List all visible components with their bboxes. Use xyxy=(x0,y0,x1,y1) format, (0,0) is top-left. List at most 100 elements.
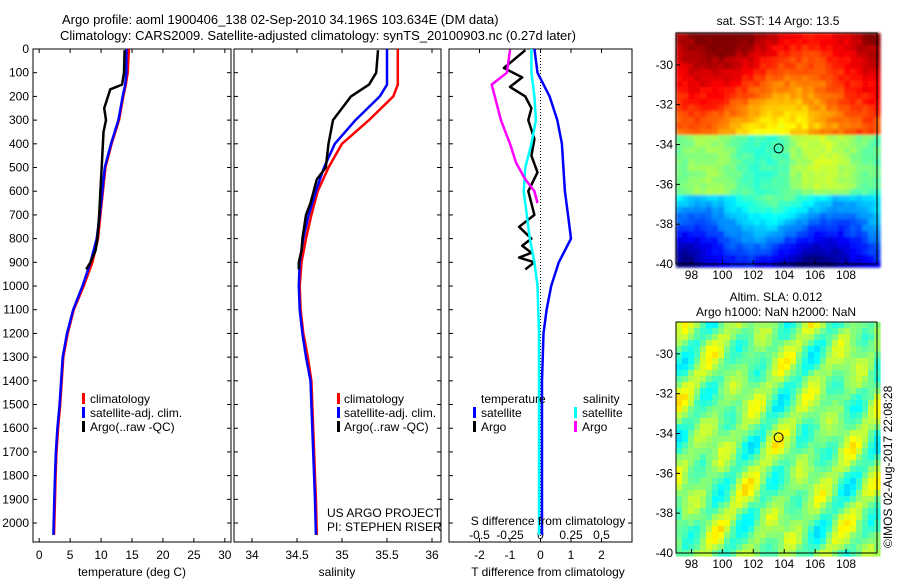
sla-cell xyxy=(736,418,743,425)
sla-cell xyxy=(772,478,779,485)
sst-cell xyxy=(682,93,689,100)
sla-cell xyxy=(676,400,683,407)
sla-cell xyxy=(676,514,683,521)
sla-cell xyxy=(820,520,827,527)
sla-cell xyxy=(802,448,809,455)
sst-cell xyxy=(856,87,863,94)
sst-cell xyxy=(790,63,797,70)
sla-cell xyxy=(802,472,809,479)
sla-cell xyxy=(682,424,689,431)
sst-cell xyxy=(742,105,749,112)
sst-cell xyxy=(724,69,731,76)
sst-cell xyxy=(760,195,767,202)
sla-cell xyxy=(742,412,749,419)
sla-cell xyxy=(814,370,821,377)
sst-cell xyxy=(730,111,737,118)
sst-cell xyxy=(850,171,857,178)
sla-cell xyxy=(766,424,773,431)
sst-cell xyxy=(694,213,701,220)
sla-cell xyxy=(688,490,695,497)
sla-cell xyxy=(850,352,857,359)
sla-cell xyxy=(850,472,857,479)
sst-cell xyxy=(736,231,743,238)
sla-cell xyxy=(778,346,785,353)
sla-cell xyxy=(790,490,797,497)
sst-cell xyxy=(826,33,833,40)
sla-cell xyxy=(844,358,851,365)
sst-cell xyxy=(778,249,785,256)
y-tick-label: 1100 xyxy=(3,303,29,317)
sla-cell xyxy=(844,460,851,467)
sla-cell xyxy=(742,442,749,449)
sla-cell xyxy=(838,322,845,329)
sla-cell xyxy=(868,514,875,521)
legend-label-climatology: climatology xyxy=(90,392,150,406)
sst-cell xyxy=(766,99,773,106)
sst-cell xyxy=(682,195,689,202)
sst-cell xyxy=(802,165,809,172)
sla-cell xyxy=(706,544,713,551)
sla-cell xyxy=(820,544,827,551)
sst-cell xyxy=(766,39,773,46)
sst-cell xyxy=(784,51,791,58)
sst-cell xyxy=(796,207,803,214)
sst-cell xyxy=(826,45,833,52)
sla-cell xyxy=(832,532,839,539)
sla-cell xyxy=(832,334,839,341)
sla-cell xyxy=(748,418,755,425)
sst-cell xyxy=(736,141,743,148)
sst-cell xyxy=(712,219,719,226)
sst-cell xyxy=(706,141,713,148)
sst-cell xyxy=(808,105,815,112)
sst-cell xyxy=(778,105,785,112)
sla-cell xyxy=(754,394,761,401)
sst-cell xyxy=(832,195,839,202)
sst-cell xyxy=(754,45,761,52)
sla-cell xyxy=(718,466,725,473)
sst-cell xyxy=(748,81,755,88)
sla-cell xyxy=(856,376,863,383)
sst-cell xyxy=(706,69,713,76)
sla-cell xyxy=(832,328,839,335)
sst-cell xyxy=(814,93,821,100)
sla-cell xyxy=(832,424,839,431)
sst-cell xyxy=(814,33,821,40)
sst-cell xyxy=(742,39,749,46)
sst-cell xyxy=(802,147,809,154)
sla-cell xyxy=(742,388,749,395)
sst-cell xyxy=(802,213,809,220)
sla-cell xyxy=(844,388,851,395)
sst-cell xyxy=(736,201,743,208)
sla-cell xyxy=(844,496,851,503)
sst-cell xyxy=(748,141,755,148)
sla-cell xyxy=(742,382,749,389)
sla-cell xyxy=(868,454,875,461)
sla-cell xyxy=(730,532,737,539)
sst-cell xyxy=(856,171,863,178)
sst-cell xyxy=(838,81,845,88)
sla-cell xyxy=(820,406,827,413)
sla-cell xyxy=(688,520,695,527)
sla-cell xyxy=(676,472,683,479)
sst-cell xyxy=(748,195,755,202)
sla-cell xyxy=(742,322,749,329)
sst-cell xyxy=(736,219,743,226)
sst-cell xyxy=(736,171,743,178)
sst-cell xyxy=(682,39,689,46)
sst-cell xyxy=(694,231,701,238)
sst-cell xyxy=(838,195,845,202)
sla-cell xyxy=(790,472,797,479)
sla-cell xyxy=(832,514,839,521)
sst-cell xyxy=(766,165,773,172)
sst-cell xyxy=(676,231,683,238)
sst-cell xyxy=(688,99,695,106)
sla-cell xyxy=(760,544,767,551)
sla-cell xyxy=(724,514,731,521)
sla-cell xyxy=(760,514,767,521)
sla-cell xyxy=(724,394,731,401)
sla-cell xyxy=(700,412,707,419)
sla-cell xyxy=(682,466,689,473)
sla-cell xyxy=(700,424,707,431)
sla-cell xyxy=(754,346,761,353)
sla-cell xyxy=(856,424,863,431)
